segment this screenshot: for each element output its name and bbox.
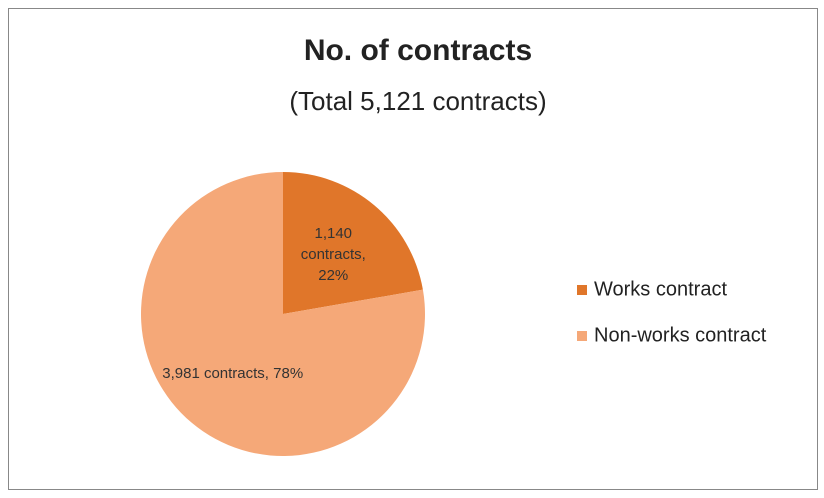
data-label: 1,140 contracts, 22% [300, 224, 366, 284]
data-label: 3,981 contracts, 78% [162, 365, 304, 383]
chart-border [8, 8, 818, 490]
legend-label: Works contract [594, 278, 727, 300]
pie-slice [141, 172, 426, 457]
legend-swatch [577, 285, 587, 295]
legend-swatch [577, 331, 587, 341]
pie-slice [283, 172, 423, 314]
chart-subtitle: (Total 5,121 contracts) [289, 86, 546, 116]
chart-title: No. of contracts [304, 34, 532, 67]
legend-label: Non-works contract [594, 324, 767, 346]
